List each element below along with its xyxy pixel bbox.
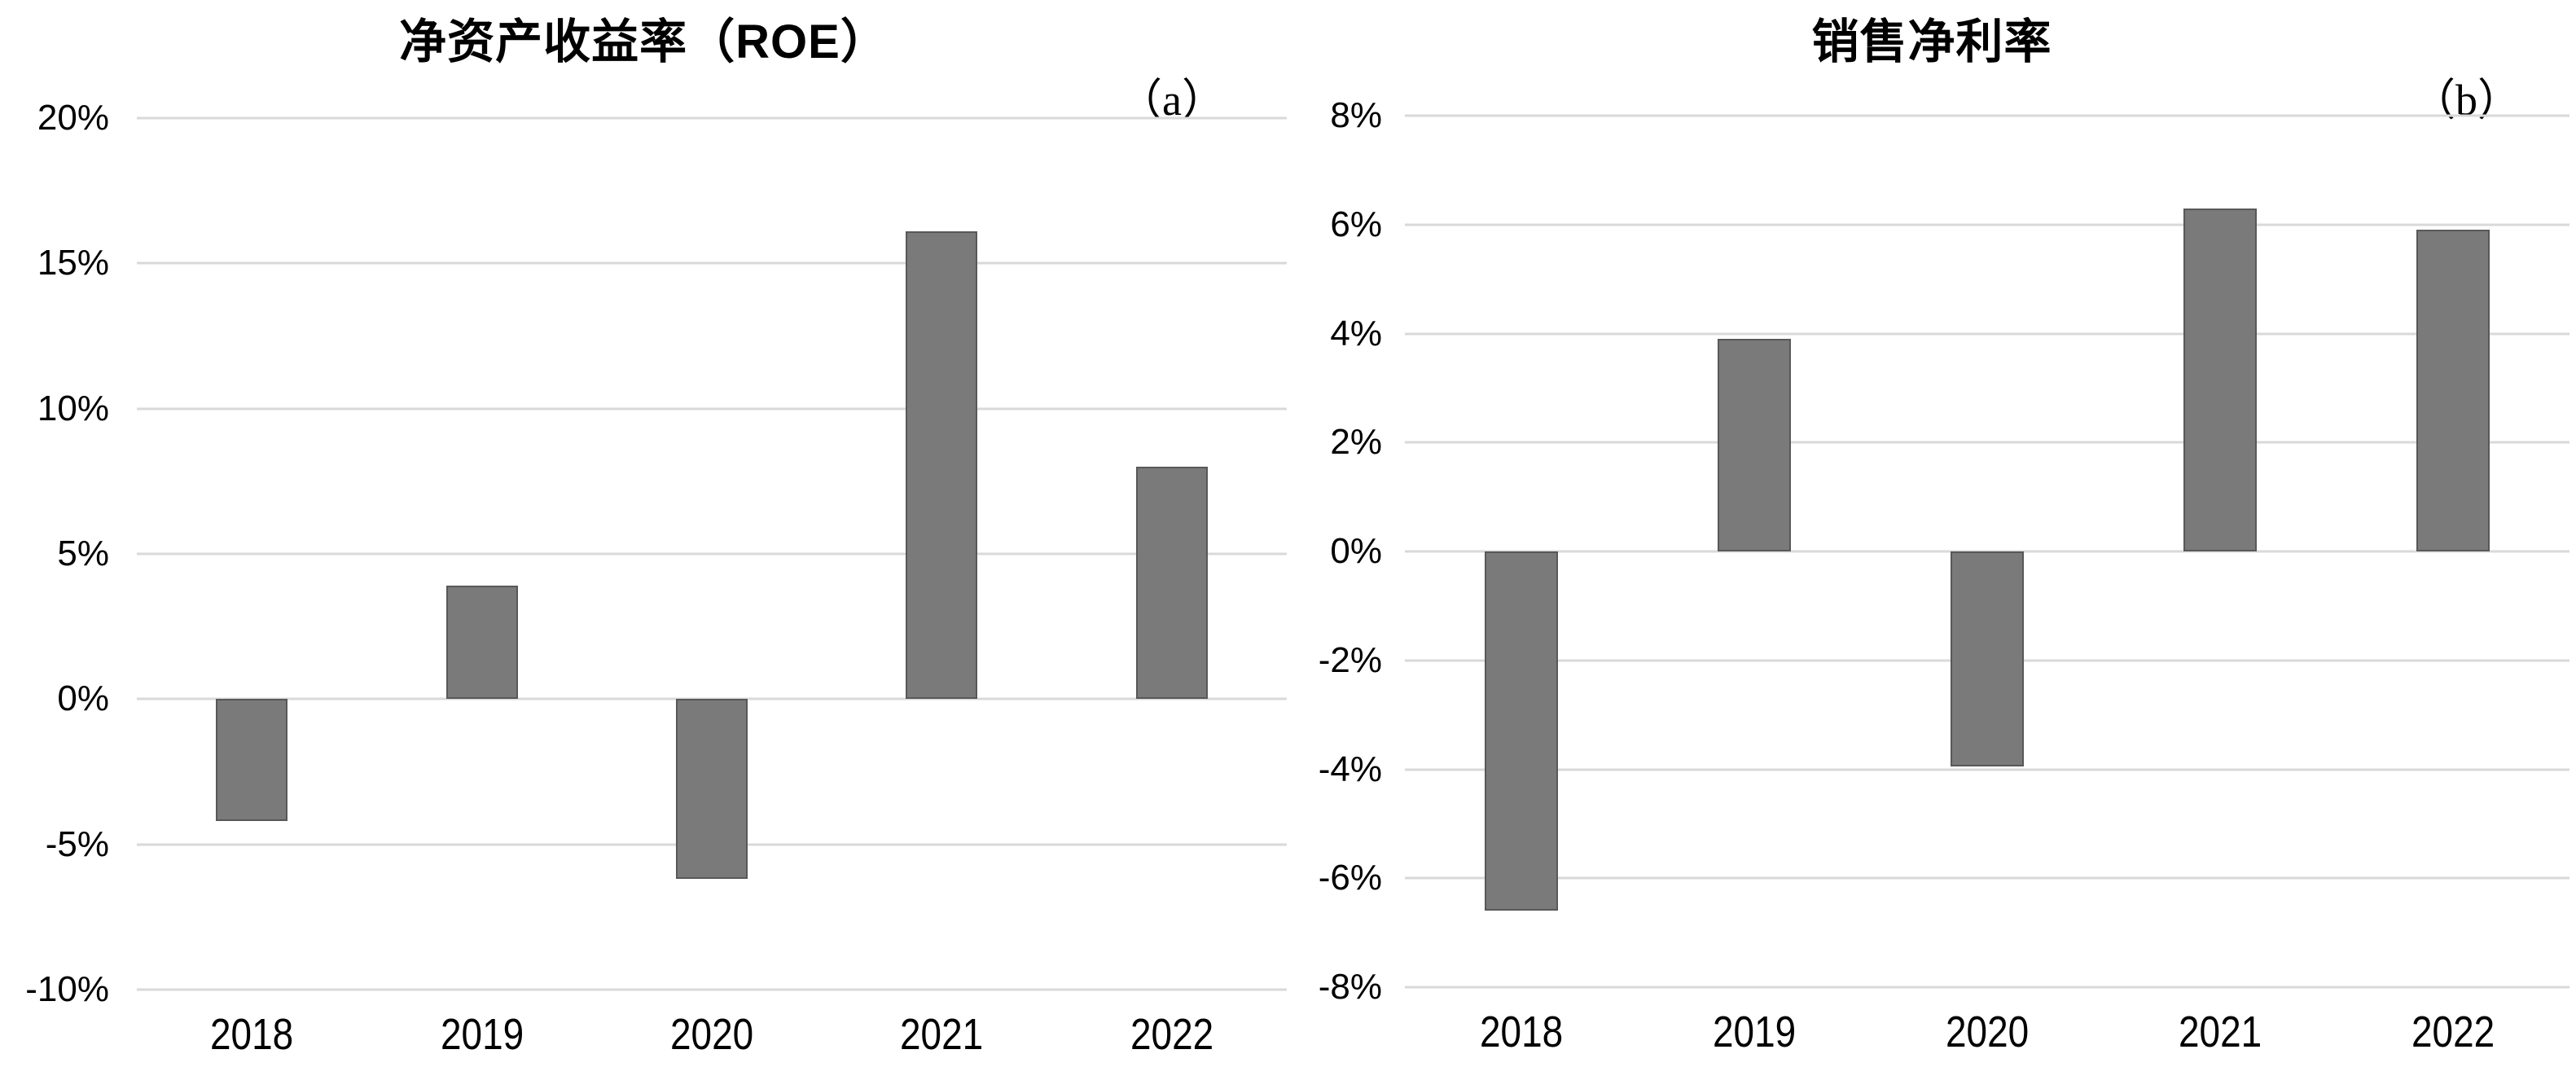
gridline — [137, 988, 1287, 991]
y-axis-tick-label: -5% — [45, 823, 109, 864]
plot-area-roe: 20% 15% 10% 5% 0% -5% -10% 2018 2019 2020 2021 2022 — [25, 98, 1287, 1059]
gridline — [1405, 223, 2569, 226]
bar-2020 — [676, 699, 748, 880]
y-axis-tick-label: 4% — [1330, 313, 1382, 353]
y-axis-tick-label: 0% — [1330, 531, 1382, 571]
y-axis-tick-label: 6% — [1330, 204, 1382, 244]
panel-label-a: （a） — [1118, 76, 1226, 125]
x-axis-label: 2019 — [1712, 1008, 1797, 1056]
y-axis-tick-label: -4% — [1318, 749, 1382, 789]
bar-2022 — [2416, 230, 2490, 551]
x-axis-label: 2019 — [440, 1010, 524, 1059]
gridline — [1405, 441, 2569, 444]
gridline — [1405, 332, 2569, 335]
y-axis-tick-label: -8% — [1318, 967, 1382, 1007]
x-axis-label: 2020 — [1945, 1008, 2030, 1056]
y-axis-tick-label: -6% — [1318, 858, 1382, 898]
gridline — [1405, 768, 2569, 771]
bar-2020 — [1951, 551, 2024, 767]
x-axis-label: 2022 — [1130, 1010, 1213, 1059]
y-axis-tick-label: 0% — [57, 678, 109, 719]
bar-2018 — [1485, 551, 1558, 911]
bar-2021 — [906, 231, 978, 700]
gridline — [1405, 986, 2569, 989]
gridline — [1405, 114, 2569, 117]
y-axis-tick-label: 15% — [37, 243, 109, 283]
y-axis-tick-label: -10% — [25, 969, 109, 1009]
gridline — [1405, 876, 2569, 880]
gridline — [137, 116, 1287, 120]
x-axis-label: 2018 — [1479, 1008, 1564, 1056]
plot-area-net-profit-margin: 8% 6% 4% 2% 0% -2% -4% -6% -8% 2018 2019 2020 2021 20… — [1288, 0, 2576, 1067]
y-axis-tick-label: 2% — [1330, 422, 1382, 463]
bar-2021 — [2183, 208, 2257, 551]
chart-title-net-profit-margin: 销售净利率 — [1811, 15, 2052, 68]
chart-net-profit-margin: 销售净利率 （b） 8% 6% 4% 2% 0% -2% -4% -6% -8% 2018 2019… — [1288, 0, 2576, 1067]
bar-2019 — [445, 586, 518, 700]
chart-title-roe: 净资产收益率（ROE） — [399, 15, 889, 68]
gridline — [137, 552, 1287, 555]
bar-2018 — [216, 699, 288, 822]
y-axis-tick-label: 5% — [57, 534, 109, 573]
x-axis-label: 2018 — [210, 1010, 294, 1059]
x-axis-label: 2022 — [2411, 1008, 2495, 1056]
bar-2019 — [1718, 339, 1791, 551]
y-axis-tick-label: 8% — [1330, 95, 1382, 135]
y-axis-tick-label: 10% — [37, 388, 109, 428]
chart-roe: 净资产收益率（ROE） （a） 20% 15% 10% 5% 0% -5% -10% 2018… — [25, 15, 1287, 1059]
x-axis-label: 2021 — [2178, 1008, 2262, 1056]
bar-2022 — [1135, 467, 1208, 700]
x-axis-label: 2020 — [669, 1010, 754, 1059]
gridline — [137, 407, 1287, 411]
y-axis-tick-label: 20% — [37, 98, 109, 138]
y-axis-tick-label: -2% — [1318, 639, 1382, 680]
gridline — [137, 261, 1287, 265]
x-axis-label: 2021 — [900, 1010, 984, 1059]
